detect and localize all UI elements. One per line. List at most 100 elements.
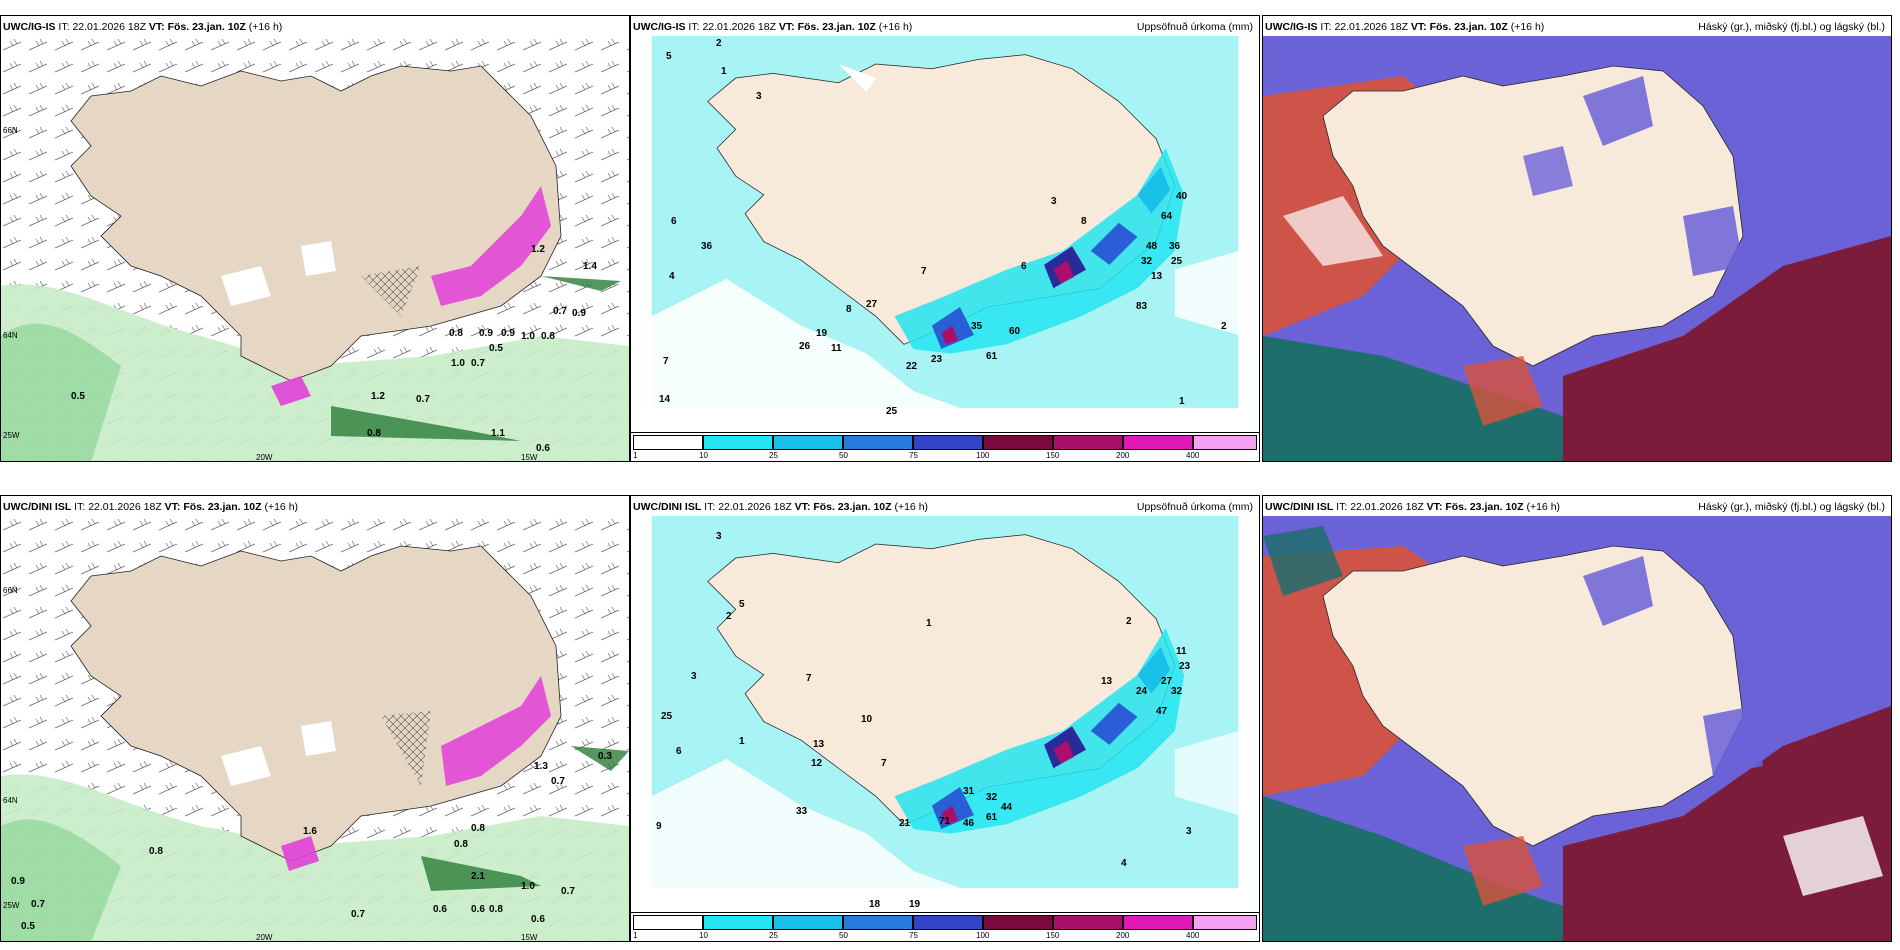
precip-map-panel-row1: UWC/IG-IS IT: 22.01.2026 18Z VT: Fös. 23… [630, 15, 1260, 462]
legend-tick: 1 [633, 931, 638, 940]
precip-legend: 1 10 25 50 75 100 150 200 400 [631, 912, 1259, 941]
legend-tick: 25 [769, 931, 778, 940]
wind-label: 1.2 [531, 244, 545, 255]
precip-label: 23 [1179, 661, 1191, 672]
precip-label: 6 [676, 746, 682, 757]
wind-label: 0.6 [433, 904, 447, 915]
precip-title: Uppsöfnuð úrkoma (mm) [1136, 21, 1253, 33]
wind-label: 0.9 [11, 876, 25, 887]
lon-label: 15W [521, 933, 538, 942]
precip-label: 7 [663, 356, 669, 367]
legend-swatch [633, 915, 703, 930]
precip-title: Uppsöfnuð úrkoma (mm) [1136, 501, 1253, 513]
legend-swatch [703, 915, 773, 930]
wind-label: 0.9 [479, 328, 493, 339]
legend-tick: 1 [633, 451, 638, 460]
precip-label: 32 [1171, 686, 1183, 697]
wind-label: 0.5 [21, 921, 35, 932]
precip-label: 61 [986, 351, 998, 362]
wind-map-panel-row2: UWC/DINI ISL IT: 22.01.2026 18Z VT: Fös.… [0, 495, 630, 942]
legend-tick: 50 [839, 931, 848, 940]
precip-label: 18 [869, 899, 881, 910]
wind-map-panel-row1: UWC/IG-IS IT: 22.01.2026 18Z VT: Fös. 23… [0, 15, 630, 462]
legend-swatch [913, 435, 983, 450]
wind-label: 0.7 [471, 358, 485, 369]
wind-label: 0.6 [531, 914, 545, 925]
precip-label: 2 [726, 611, 732, 622]
precip-label: 11 [831, 343, 842, 354]
precip-label: 14 [659, 394, 671, 405]
precip-label: 24 [1136, 686, 1148, 697]
wind-label: 0.8 [489, 904, 503, 915]
lat-label: 64N [3, 796, 18, 805]
precip-label: 47 [1156, 706, 1168, 717]
precip-label: 44 [1001, 802, 1013, 813]
precip-map-panel-row2: UWC/DINI ISL IT: 22.01.2026 18Z VT: Fös.… [630, 495, 1260, 942]
precip-label: 60 [1009, 326, 1021, 337]
precip-label: 35 [971, 321, 983, 332]
panel-header: UWC/DINI ISL IT: 22.01.2026 18Z VT: Fös.… [633, 501, 929, 513]
legend-swatch [1123, 915, 1193, 930]
wind-label: 0.3 [598, 751, 612, 762]
wind-label: 1.2 [371, 391, 385, 402]
precip-label: 32 [986, 792, 998, 803]
precip-label: 13 [1151, 271, 1163, 282]
precip-label: 1 [721, 66, 727, 77]
precip-label: 48 [1146, 241, 1158, 252]
legend-swatch [983, 915, 1053, 930]
wind-label: 0.5 [489, 343, 503, 354]
precip-label: 3 [1051, 196, 1057, 207]
precip-map [651, 36, 1239, 408]
precip-label: 22 [906, 361, 918, 372]
precip-label: 25 [886, 406, 898, 417]
legend-swatch [843, 915, 913, 930]
cloud-title: Háský (gr.), miðský (fj.bl.) og lágský (… [1698, 501, 1885, 513]
lat-label: 25W [3, 901, 20, 910]
wind-label: 0.8 [149, 846, 163, 857]
precip-label: 7 [806, 673, 812, 684]
wind-label: 2.1 [471, 871, 485, 882]
precip-label: 11 [1176, 646, 1187, 657]
wind-map [1, 516, 629, 941]
legend-tick: 50 [839, 451, 848, 460]
panel-header: UWC/IG-IS IT: 22.01.2026 18Z VT: Fös. 23… [1265, 21, 1545, 33]
wind-label: 0.5 [71, 391, 85, 402]
cloud-title: Háský (gr.), miðský (fj.bl.) og lágský (… [1698, 21, 1885, 33]
legend-tick: 100 [976, 451, 990, 460]
legend-swatch [773, 915, 843, 930]
precip-label: 83 [1136, 301, 1148, 312]
legend-tick: 75 [909, 931, 918, 940]
legend-swatch [1053, 435, 1123, 450]
wind-label: 1.0 [451, 358, 465, 369]
panel-header: UWC/IG-IS IT: 22.01.2026 18Z VT: Fös. 23… [633, 21, 913, 33]
lat-label: 66N [3, 586, 18, 595]
wind-label: 0.6 [536, 443, 550, 454]
legend-tick: 10 [699, 451, 708, 460]
legend-tick: 400 [1186, 451, 1200, 460]
wind-label: 0.6 [471, 904, 485, 915]
legend-swatch [1193, 915, 1257, 930]
precip-label: 3 [1186, 826, 1192, 837]
wind-label: 1.0 [521, 331, 535, 342]
lon-label: 20W [256, 453, 273, 462]
precip-label: 13 [1101, 676, 1113, 687]
legend-tick: 200 [1116, 931, 1130, 940]
wind-label: 0.8 [471, 823, 485, 834]
legend-swatch [633, 435, 703, 450]
wind-label: 0.7 [551, 776, 565, 787]
precip-label: 61 [986, 812, 998, 823]
precip-label: 4 [669, 271, 675, 282]
wind-label: 0.7 [351, 909, 365, 920]
precip-label: 1 [739, 736, 745, 747]
legend-swatch [703, 435, 773, 450]
precip-label: 1 [926, 618, 932, 629]
precip-label: 31 [963, 786, 975, 797]
cloud-map [1263, 516, 1891, 941]
precip-label: 3 [716, 531, 722, 542]
wind-label: 0.7 [553, 306, 567, 317]
precip-label: 2 [716, 38, 722, 49]
precip-label: 25 [661, 711, 673, 722]
precip-label: 25 [1171, 256, 1183, 267]
wind-label: 0.7 [416, 394, 430, 405]
wind-label: 1.4 [583, 261, 597, 272]
